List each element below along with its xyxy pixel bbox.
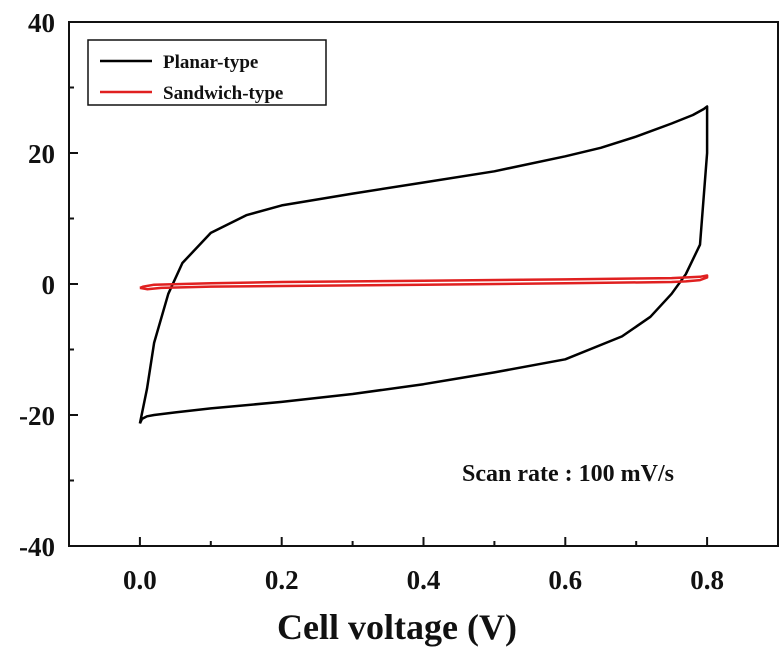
x-tick-label: 0.0 [123,565,157,595]
y-tick-label: -20 [19,401,55,431]
x-tick-label: 0.4 [407,565,441,595]
legend-box [87,39,327,106]
series-line-sandwich-type [139,274,709,291]
y-tick-label: 20 [28,139,55,169]
x-tick-label: 0.6 [548,565,582,595]
series-line-planar-type [138,105,709,425]
series-layer [138,105,709,425]
x-tick-label: 0.8 [690,565,724,595]
ticks-layer: 0.0 0.2 0.4 0.6 0.8 -40 -20 0 20 40 [19,8,724,595]
legend: Planar-type Sandwich-type [87,39,327,106]
x-axis-title: Cell voltage (V) [277,607,517,647]
legend-label-planar: Planar-type [163,52,258,73]
y-tick-label: 0 [42,270,56,300]
y-tick-label: -40 [19,532,55,562]
y-tick-label: 40 [28,8,55,38]
scan-rate-annotation: Scan rate : 100 mV/s [462,461,674,487]
legend-label-sandwich: Sandwich-type [163,83,283,104]
x-tick-label: 0.2 [265,565,299,595]
